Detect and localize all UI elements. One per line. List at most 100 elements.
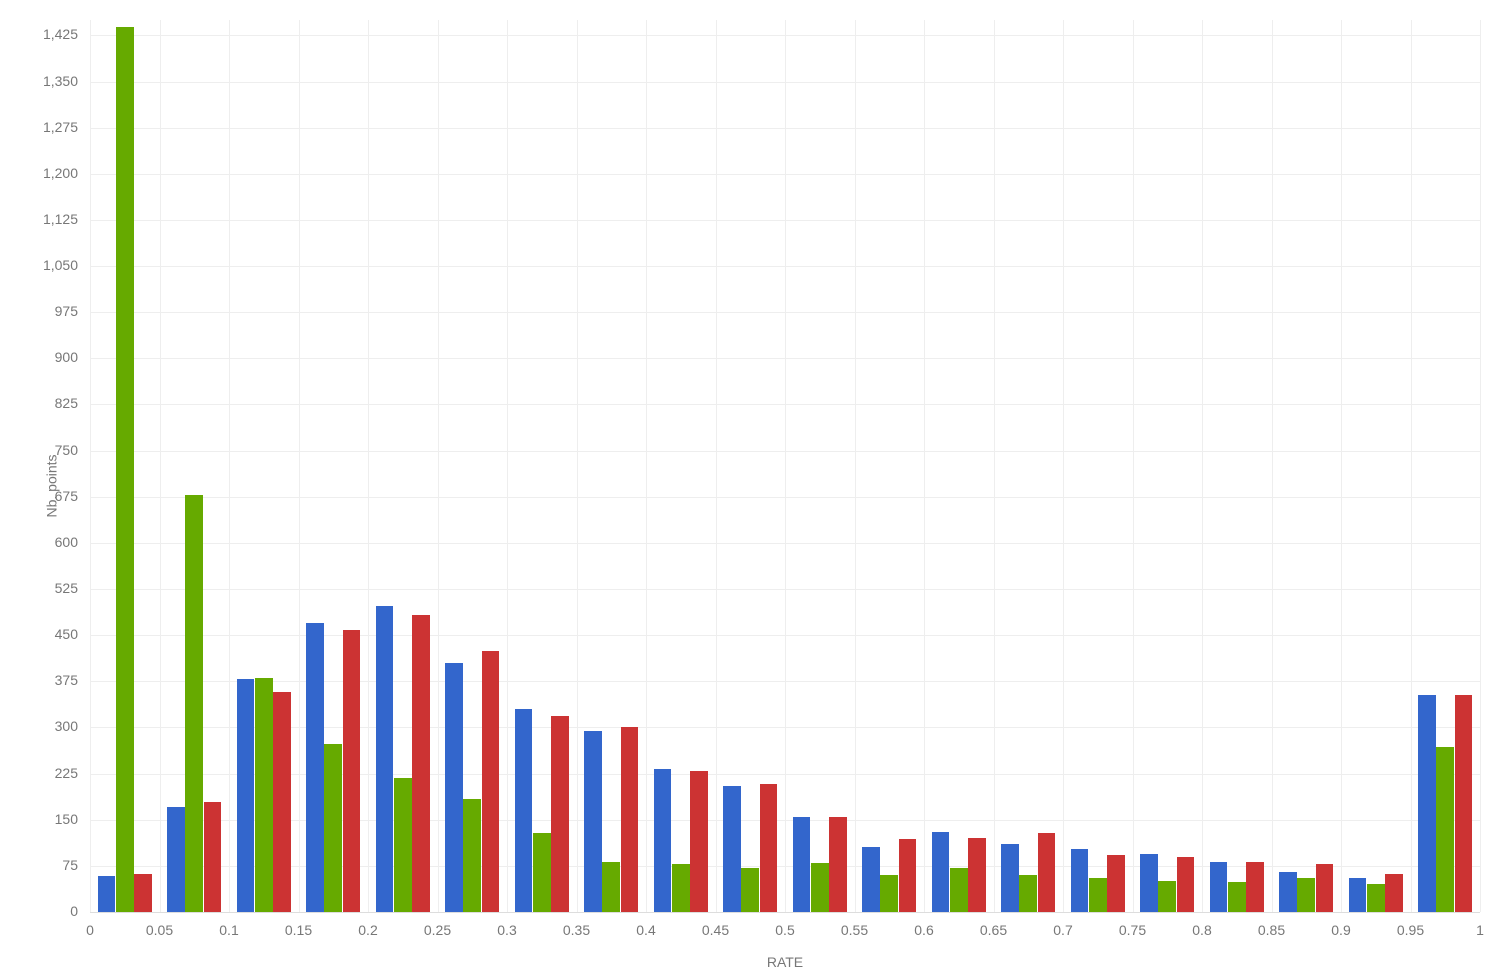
bar	[793, 817, 811, 912]
bar	[533, 833, 551, 912]
grid-line-vertical	[646, 20, 647, 912]
x-tick-label: 0	[86, 922, 94, 938]
bar	[862, 847, 880, 912]
y-tick-label: 300	[0, 718, 78, 734]
x-tick-label: 0.4	[636, 922, 655, 938]
y-tick-label: 600	[0, 534, 78, 550]
bar	[445, 663, 463, 912]
bar	[760, 784, 778, 912]
x-axis-baseline	[90, 912, 1480, 913]
y-tick-label: 75	[0, 857, 78, 873]
x-tick-label: 0.9	[1331, 922, 1350, 938]
bar	[1140, 854, 1158, 912]
x-tick-label: 0.85	[1258, 922, 1285, 938]
bar	[167, 807, 185, 912]
x-tick-label: 0.65	[980, 922, 1007, 938]
grid-line-vertical	[577, 20, 578, 912]
bar	[1297, 878, 1315, 912]
bar	[482, 651, 500, 912]
grid-line-vertical	[855, 20, 856, 912]
bar	[1418, 695, 1436, 912]
grid-line-vertical	[160, 20, 161, 912]
bar	[690, 771, 708, 912]
grid-line-vertical	[1341, 20, 1342, 912]
bar	[829, 817, 847, 912]
grid-line-vertical	[507, 20, 508, 912]
bar	[932, 832, 950, 912]
y-tick-label: 150	[0, 811, 78, 827]
bar	[1071, 849, 1089, 912]
bar	[1385, 874, 1403, 912]
grid-line-vertical	[1411, 20, 1412, 912]
y-axis-label: Nb. points	[44, 454, 60, 517]
y-tick-label: 1,200	[0, 165, 78, 181]
bar	[1279, 872, 1297, 912]
y-tick-label: 900	[0, 349, 78, 365]
bar	[1001, 844, 1019, 912]
bar	[584, 731, 602, 912]
bar	[621, 727, 639, 912]
bar	[880, 875, 898, 912]
bar	[1038, 833, 1056, 912]
bar	[654, 769, 672, 912]
y-tick-label: 825	[0, 395, 78, 411]
bar	[899, 839, 917, 912]
x-tick-label: 0.2	[358, 922, 377, 938]
x-tick-label: 0.25	[424, 922, 451, 938]
y-tick-label: 375	[0, 672, 78, 688]
bar	[1089, 878, 1107, 912]
grid-line-vertical	[716, 20, 717, 912]
bar	[1455, 695, 1473, 912]
y-tick-label: 450	[0, 626, 78, 642]
bar	[811, 863, 829, 912]
x-tick-label: 0.3	[497, 922, 516, 938]
bar	[204, 802, 222, 912]
x-tick-label: 0.45	[702, 922, 729, 938]
bar	[185, 495, 203, 912]
grid-line-vertical	[229, 20, 230, 912]
y-tick-label: 1,050	[0, 257, 78, 273]
y-tick-label: 525	[0, 580, 78, 596]
grid-line-vertical	[1202, 20, 1203, 912]
bar	[1019, 875, 1037, 912]
y-tick-label: 750	[0, 442, 78, 458]
grid-line-vertical	[924, 20, 925, 912]
bar	[1316, 864, 1334, 912]
bar	[1246, 862, 1264, 912]
bar	[412, 615, 430, 912]
x-tick-label: 0.8	[1192, 922, 1211, 938]
bar	[1436, 747, 1454, 912]
bar	[376, 606, 394, 912]
bar	[306, 623, 324, 912]
bar	[968, 838, 986, 912]
y-tick-label: 975	[0, 303, 78, 319]
x-tick-label: 1	[1476, 922, 1484, 938]
y-tick-label: 675	[0, 488, 78, 504]
bar	[950, 868, 968, 912]
bar	[1228, 882, 1246, 912]
bar	[1107, 855, 1125, 912]
bar	[1367, 884, 1385, 912]
chart-container: Nb. points RATE 075150225300375450525600…	[0, 0, 1492, 972]
grid-line-vertical	[438, 20, 439, 912]
y-tick-label: 225	[0, 765, 78, 781]
y-tick-label: 1,350	[0, 73, 78, 89]
x-tick-label: 0.75	[1119, 922, 1146, 938]
x-tick-label: 0.5	[775, 922, 794, 938]
x-tick-label: 0.6	[914, 922, 933, 938]
y-tick-label: 0	[0, 903, 78, 919]
x-tick-label: 0.35	[563, 922, 590, 938]
bar	[741, 868, 759, 912]
grid-line-vertical	[299, 20, 300, 912]
grid-line-vertical	[1480, 20, 1481, 912]
x-tick-label: 0.1	[219, 922, 238, 938]
bar	[273, 692, 291, 912]
bar	[134, 874, 152, 912]
bar	[551, 716, 569, 912]
grid-line-vertical	[994, 20, 995, 912]
grid-line-vertical	[1063, 20, 1064, 912]
bar	[672, 864, 690, 912]
x-tick-label: 0.55	[841, 922, 868, 938]
grid-line-vertical	[90, 20, 91, 912]
bar	[116, 27, 134, 912]
